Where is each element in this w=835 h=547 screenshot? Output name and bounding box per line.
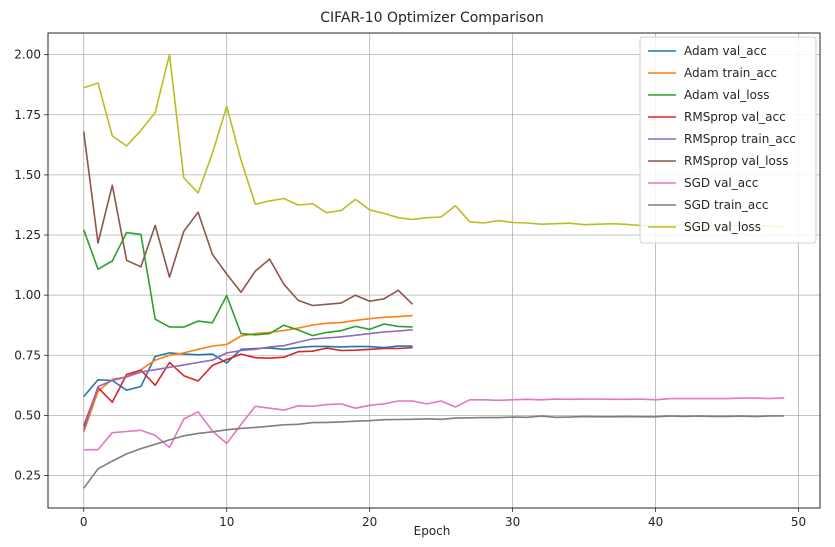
legend-label: Adam train_acc [684, 66, 777, 80]
series-lines [82, 53, 785, 489]
x-tick-label: 40 [648, 515, 663, 529]
y-tick-label: 0.50 [14, 408, 41, 422]
x-tick-label: 30 [505, 515, 520, 529]
y-tick-label: 1.25 [14, 228, 41, 242]
legend-label: Adam val_loss [684, 88, 769, 102]
series-line-sgd-val-acc [83, 397, 785, 451]
y-tick-label: 0.75 [14, 348, 41, 362]
legend-label: SGD train_acc [684, 198, 768, 212]
chart-title: CIFAR-10 Optimizer Comparison [320, 10, 544, 26]
x-tick-label: 0 [80, 515, 88, 529]
x-tick-label: 20 [362, 515, 377, 529]
legend-label: SGD val_acc [684, 176, 758, 190]
x-tick-label: 10 [219, 515, 234, 529]
series-line-sgd-train-acc [83, 415, 785, 489]
legend-label: RMSprop val_acc [684, 110, 786, 124]
legend-label: Adam val_acc [684, 44, 767, 58]
legend-label: RMSprop train_acc [684, 132, 796, 146]
x-tick-label: 50 [791, 515, 806, 529]
y-tick-label: 1.50 [14, 168, 41, 182]
legend: Adam val_acc Adam train_acc Adam val_loss R… [639, 36, 817, 244]
series-line-rmsprop-val-loss [82, 131, 414, 307]
legend-box [639, 36, 817, 244]
plot-frame [47, 32, 821, 509]
x-axis-title: Epoch [414, 524, 451, 538]
y-tick-label: 1.75 [14, 108, 41, 122]
series-line-rmsprop-val-acc [82, 346, 413, 427]
y-tick-label: 2.00 [14, 48, 41, 62]
y-tick-label: 0.25 [14, 469, 41, 483]
series-line-adam-val-loss [82, 229, 413, 337]
legend-label: RMSprop val_loss [684, 154, 788, 168]
series-line-rmsprop-train-acc [82, 329, 413, 431]
series-line-adam-val-acc [83, 345, 413, 398]
legend-label: SGD val_loss [684, 220, 761, 234]
axis-ticks: 0 10 20 30 40 50 0.25 0.50 0.75 1.00 1.25 1.50 1.75 2… [14, 48, 806, 529]
y-tick-label: 1.00 [14, 288, 41, 302]
